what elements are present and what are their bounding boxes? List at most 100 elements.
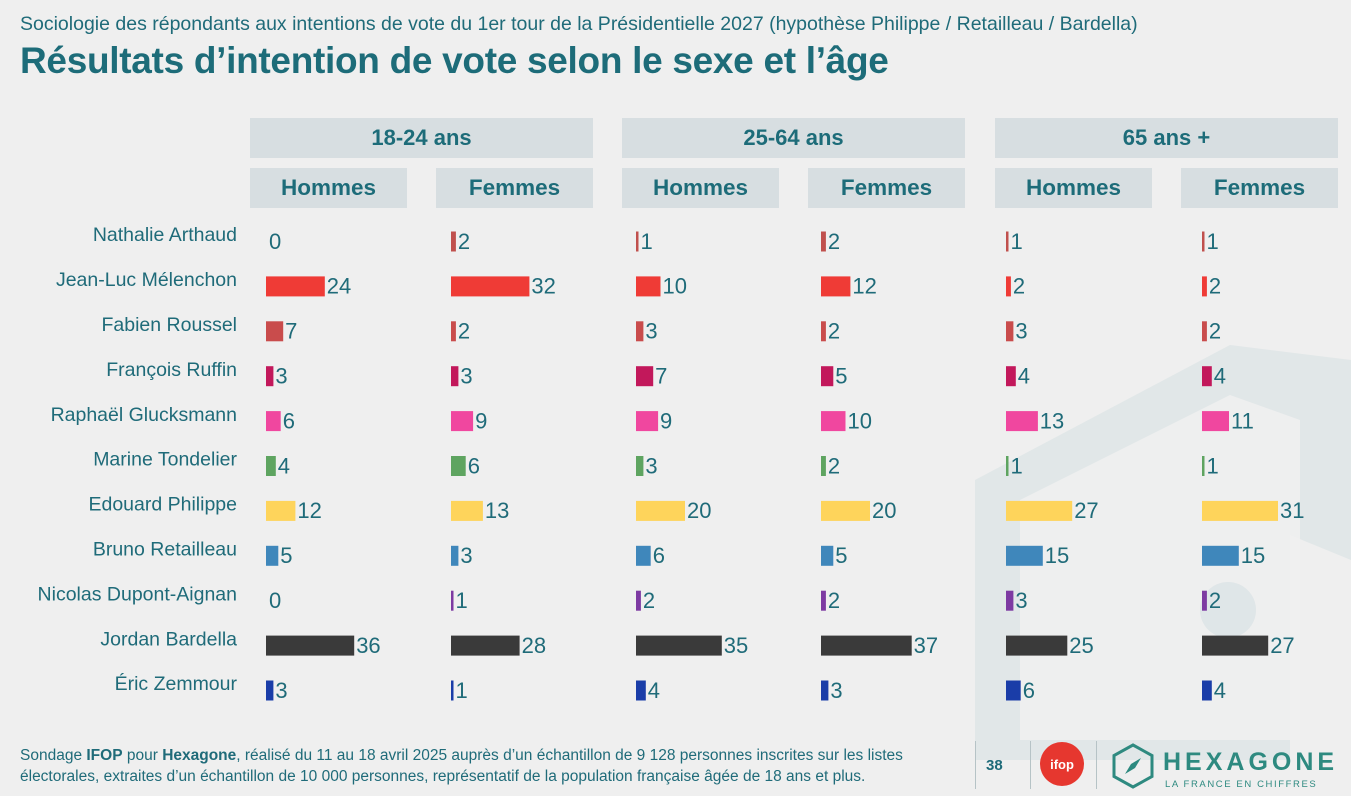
bar bbox=[821, 321, 826, 342]
candidate-label: Raphaël Glucksmann bbox=[51, 404, 237, 426]
sex-header-femmes-18-24: Femmes bbox=[436, 168, 593, 208]
data-label: 1 bbox=[1207, 453, 1219, 478]
data-label: 1 bbox=[1207, 229, 1219, 254]
data-label: 1 bbox=[456, 588, 468, 613]
data-label: 31 bbox=[1280, 498, 1304, 523]
data-label: 3 bbox=[275, 678, 287, 703]
data-label: 5 bbox=[835, 364, 847, 389]
data-label: 4 bbox=[1214, 364, 1226, 389]
data-label: 4 bbox=[278, 453, 290, 478]
candidate-label: Edouard Philippe bbox=[88, 494, 237, 516]
bar bbox=[636, 276, 661, 297]
group-header-65-plus: 65 ans + bbox=[995, 118, 1338, 158]
data-label: 2 bbox=[458, 319, 470, 344]
bar bbox=[821, 680, 829, 701]
bar bbox=[451, 635, 520, 656]
group-header-25-64: 25-64 ans bbox=[622, 118, 965, 158]
bar bbox=[1006, 411, 1038, 432]
data-label: 2 bbox=[1209, 588, 1221, 613]
data-label: 7 bbox=[285, 319, 297, 344]
bar bbox=[1006, 456, 1009, 476]
data-label: 6 bbox=[653, 543, 665, 568]
data-label: 3 bbox=[275, 364, 287, 389]
bar bbox=[1202, 635, 1269, 656]
candidate-label: François Ruffin bbox=[106, 359, 237, 381]
bar bbox=[266, 276, 325, 297]
data-label: 27 bbox=[1074, 498, 1098, 523]
footnote-hexagone: Hexagone bbox=[162, 747, 237, 764]
bar bbox=[1006, 231, 1009, 252]
bar bbox=[1006, 545, 1043, 566]
candidate-label: Nicolas Dupont-Aignan bbox=[38, 583, 237, 605]
bar bbox=[266, 500, 296, 521]
candidate-label: Marine Tondelier bbox=[93, 449, 237, 471]
data-label: 2 bbox=[828, 588, 840, 613]
sex-header-hommes-18-24: Hommes bbox=[250, 168, 407, 208]
bar bbox=[1202, 590, 1207, 611]
bar bbox=[636, 500, 685, 521]
bar bbox=[821, 500, 870, 521]
bar bbox=[451, 411, 474, 432]
data-label: 1 bbox=[641, 229, 653, 254]
bar bbox=[636, 456, 644, 476]
data-label: 3 bbox=[830, 678, 842, 703]
data-label: 1 bbox=[456, 678, 468, 703]
data-label: 24 bbox=[327, 274, 351, 299]
bar bbox=[266, 635, 355, 656]
data-label: 2 bbox=[1209, 319, 1221, 344]
data-label: 37 bbox=[914, 633, 938, 658]
data-label: 6 bbox=[468, 453, 480, 478]
data-label: 5 bbox=[280, 543, 292, 568]
data-label: 0 bbox=[269, 229, 281, 254]
data-label: 10 bbox=[848, 408, 872, 433]
group-header-18-24: 18-24 ans bbox=[250, 118, 593, 158]
page-title: Résultats d’intention de vote selon le s… bbox=[20, 40, 889, 81]
data-label: 6 bbox=[283, 408, 295, 433]
bar bbox=[1006, 635, 1068, 656]
data-label: 15 bbox=[1241, 543, 1265, 568]
bar bbox=[451, 545, 459, 566]
data-label: 0 bbox=[269, 588, 281, 613]
bar bbox=[266, 680, 274, 701]
bar bbox=[266, 321, 284, 342]
data-label: 3 bbox=[1015, 588, 1027, 613]
bar bbox=[1202, 276, 1207, 297]
data-label: 20 bbox=[872, 498, 896, 523]
bar bbox=[1202, 411, 1229, 432]
data-label: 13 bbox=[1040, 408, 1064, 433]
supertitle: Sociologie des répondants aux intentions… bbox=[20, 13, 1138, 35]
hexagone-wordmark: HEXAGONE bbox=[1163, 748, 1339, 776]
data-label: 28 bbox=[522, 633, 546, 658]
ifop-logo: ifop bbox=[1040, 742, 1084, 786]
data-label: 32 bbox=[531, 274, 555, 299]
bar bbox=[266, 545, 279, 566]
candidate-label: Fabien Roussel bbox=[102, 314, 238, 336]
bar bbox=[451, 276, 530, 297]
bar bbox=[636, 680, 646, 701]
data-label: 7 bbox=[655, 364, 667, 389]
footer-divider bbox=[975, 741, 976, 789]
data-label: 20 bbox=[687, 498, 711, 523]
bar bbox=[451, 590, 454, 611]
hexagone-compass-icon bbox=[1112, 743, 1154, 789]
page-number: 38 bbox=[986, 757, 1003, 774]
data-label: 3 bbox=[460, 543, 472, 568]
bar bbox=[1006, 500, 1073, 521]
bar bbox=[1202, 321, 1207, 342]
data-label: 9 bbox=[475, 408, 487, 433]
bar bbox=[821, 635, 912, 656]
data-label: 1 bbox=[1011, 453, 1023, 478]
bar bbox=[636, 590, 641, 611]
bar bbox=[451, 366, 459, 387]
sex-header-hommes-25-64: Hommes bbox=[622, 168, 779, 208]
bar bbox=[636, 366, 654, 387]
data-label: 3 bbox=[460, 364, 472, 389]
footnote: Sondage IFOP pour Hexagone, réalisé du 1… bbox=[20, 747, 903, 785]
data-label: 6 bbox=[1023, 678, 1035, 703]
bar bbox=[821, 231, 826, 252]
bar bbox=[266, 366, 274, 387]
bar bbox=[451, 500, 483, 521]
data-label: 2 bbox=[458, 229, 470, 254]
data-label: 27 bbox=[1270, 633, 1294, 658]
bar bbox=[821, 411, 846, 432]
